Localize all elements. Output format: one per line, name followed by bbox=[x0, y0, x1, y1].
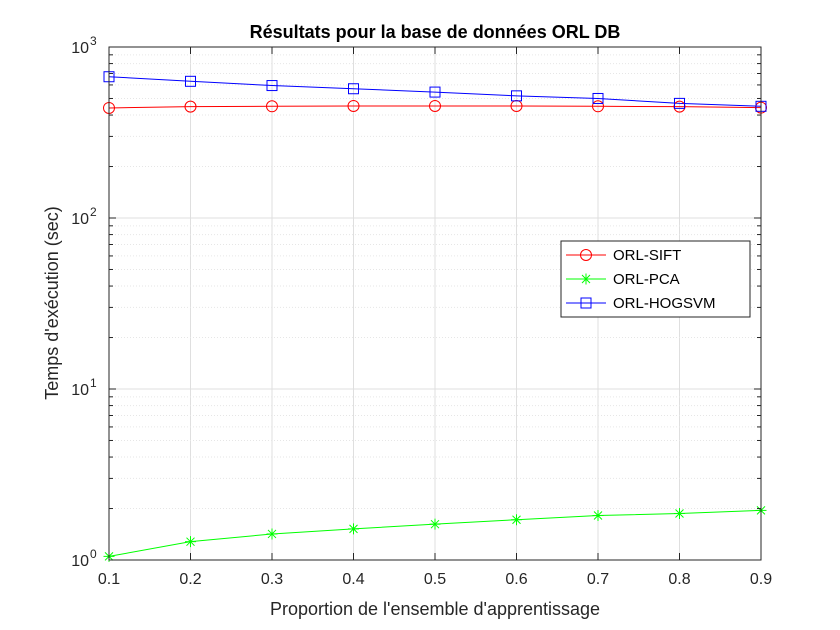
y-tick-label: 10 bbox=[71, 382, 89, 399]
star-stroke bbox=[581, 274, 591, 284]
y-tick-label-exponent: 2 bbox=[90, 205, 97, 219]
star-stroke bbox=[186, 537, 195, 547]
x-tick-labels: 0.1 0.2 0.3 0.4 0.5 0.6 0.7 0.8 0.9 bbox=[98, 571, 772, 588]
x-tick-label: 0.7 bbox=[587, 571, 609, 588]
legend-marker bbox=[580, 273, 592, 285]
data-point-orl-hogsvm bbox=[592, 92, 604, 104]
star-stroke bbox=[512, 515, 521, 525]
data-point-orl-sift bbox=[266, 100, 278, 113]
data-point-orl-sift bbox=[347, 99, 360, 112]
star-stroke bbox=[593, 511, 603, 520]
legend-marker bbox=[580, 249, 592, 261]
legend-item-orl-hogsvm: ORL-HOGSVM bbox=[566, 295, 716, 312]
data-point-orl-pca bbox=[592, 510, 604, 522]
data-point-orl-sift bbox=[184, 100, 197, 113]
data-point-orl-sift bbox=[592, 100, 604, 113]
star-stroke bbox=[430, 519, 440, 529]
x-tick-label: 0.5 bbox=[424, 571, 446, 588]
legend-label: ORL-SIFT bbox=[613, 247, 681, 264]
series-line-orl-sift bbox=[108, 105, 762, 109]
series-line-orl-hogsvm bbox=[108, 76, 762, 107]
data-point-orl-pca bbox=[511, 514, 522, 526]
y-tick-label: 10 bbox=[71, 40, 89, 57]
y-tick-label-exponent: 0 bbox=[90, 547, 97, 561]
x-tick-label: 0.8 bbox=[668, 571, 690, 588]
data-point-orl-hogsvm bbox=[511, 90, 522, 102]
legend-marker bbox=[580, 297, 592, 309]
data-point-orl-pca bbox=[348, 523, 359, 535]
data-point-orl-hogsvm bbox=[348, 83, 359, 95]
legend-item-orl-sift: ORL-SIFT bbox=[566, 247, 681, 264]
x-tick-label: 0.3 bbox=[261, 571, 283, 588]
x-tick-label: 0.1 bbox=[98, 571, 120, 588]
data-point-orl-sift bbox=[429, 99, 441, 112]
x-tick-label: 0.6 bbox=[505, 571, 527, 588]
y-tick-label: 10 bbox=[71, 211, 89, 228]
x-tick-label: 0.2 bbox=[179, 571, 201, 588]
legend: ORL-SIFT ORL-PCA ORL-HOGSVM bbox=[560, 240, 751, 318]
legend-label: ORL-PCA bbox=[613, 271, 680, 288]
star-stroke bbox=[349, 524, 358, 534]
star-stroke bbox=[675, 509, 684, 518]
data-point-orl-pca bbox=[429, 518, 441, 530]
legend-item-orl-pca: ORL-PCA bbox=[566, 271, 680, 288]
x-axis-label: Proportion de l'ensemble d'apprentissage bbox=[270, 599, 600, 619]
star-stroke bbox=[267, 529, 277, 539]
legend-label: ORL-HOGSVM bbox=[613, 295, 716, 312]
data-point-orl-pca bbox=[674, 508, 685, 520]
data-point-orl-hogsvm bbox=[674, 97, 685, 109]
y-tick-label-exponent: 1 bbox=[90, 376, 97, 390]
x-tick-label: 0.9 bbox=[750, 571, 772, 588]
data-point-orl-hogsvm bbox=[185, 75, 196, 87]
data-point-orl-pca bbox=[266, 528, 278, 540]
data-point-orl-hogsvm bbox=[266, 80, 278, 92]
x-tick-label: 0.4 bbox=[342, 571, 364, 588]
data-point-orl-hogsvm bbox=[429, 86, 441, 98]
chart-title: Résultats pour la base de données ORL DB bbox=[250, 22, 621, 42]
y-tick-label: 10 bbox=[71, 553, 89, 570]
data-point-orl-pca bbox=[185, 536, 196, 548]
y-tick-label-exponent: 3 bbox=[90, 34, 97, 48]
y-axis-label: Temps d'exécution (sec) bbox=[42, 206, 62, 400]
ticks bbox=[108, 46, 762, 561]
